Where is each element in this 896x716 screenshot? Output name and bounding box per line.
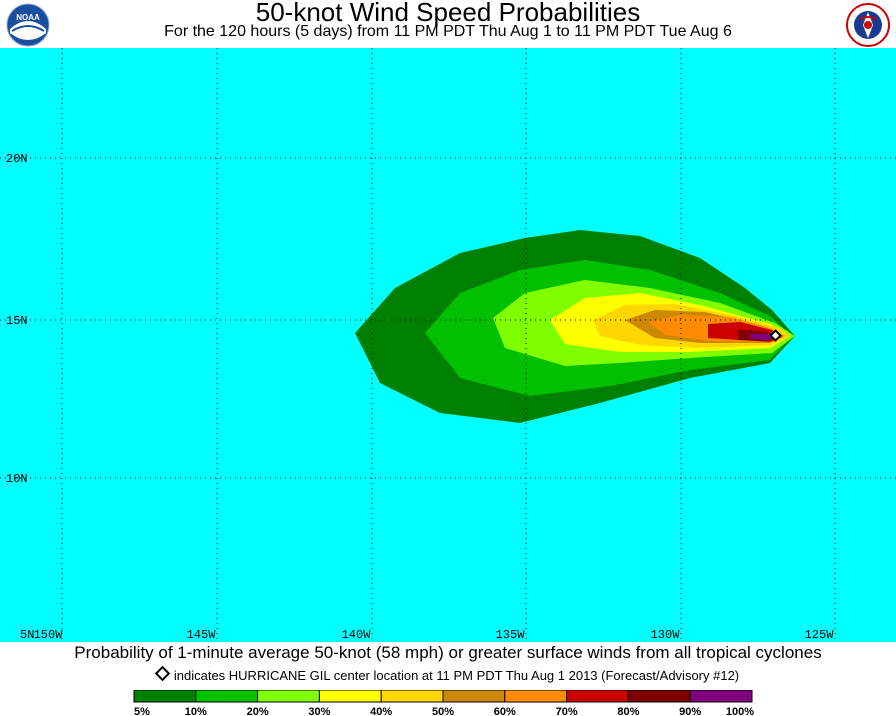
nws-logo [846,3,890,47]
storm-center-diamond-icon [769,329,782,342]
legend-swatch [133,690,197,703]
probability-map: 20N 15N 10N 5N 150W 145W 140W 135W 130W … [0,48,896,642]
header-subtitle: For the 120 hours (5 days) from 11 PM PD… [164,23,732,40]
legend-swatch [380,690,444,703]
legend-label: 40% [370,706,392,716]
legend-swatch [627,690,691,703]
footer-note: indicates HURRICANE GIL center location … [0,665,896,684]
lat-label-15n: 15N [6,314,28,328]
legend-label: 70% [556,706,578,716]
lon-label-135w: 135W [496,628,526,642]
footer-note-text: indicates HURRICANE GIL center location … [173,668,740,683]
legend-label: 100% [726,706,754,716]
legend-swatch [442,690,506,703]
noaa-logo-text: NOAA [16,13,40,22]
lat-label-20n: 20N [6,152,28,166]
diamond-icon [154,665,171,682]
legend-swatch [566,690,629,703]
legend-label: 60% [494,706,516,716]
legend-swatch [689,690,753,703]
lon-label-140w: 140W [342,628,372,642]
legend-label: 50% [432,706,454,716]
probability-legend: 5% 10% 20% 30% 40% 50% 60% 70% 80% 90% 100% [133,690,754,716]
lon-label-130w: 130W [651,628,681,642]
noaa-logo: NOAA [6,3,50,47]
lon-label-125w: 125W [805,628,835,642]
legend-label: 90% [679,706,701,716]
legend-label: 10% [185,706,207,716]
legend-swatch [318,690,382,703]
legend-swatch [195,690,259,703]
lon-label-150w: 150W [34,628,64,642]
legend-swatch [504,690,568,703]
legend-label: 80% [617,706,639,716]
footer-title: Probability of 1-minute average 50-knot … [74,643,822,662]
legend-label: 20% [247,706,269,716]
lat-label-10n: 10N [6,472,28,486]
lat-lon-grid [0,48,896,642]
legend-label: 30% [308,706,330,716]
legend-swatch [257,690,320,703]
lat-label-5n: 5N [20,628,34,642]
header-title: 50-knot Wind Speed Probabilities [255,0,641,27]
legend-label: 5% [134,706,150,716]
lon-label-145w: 145W [187,628,217,642]
